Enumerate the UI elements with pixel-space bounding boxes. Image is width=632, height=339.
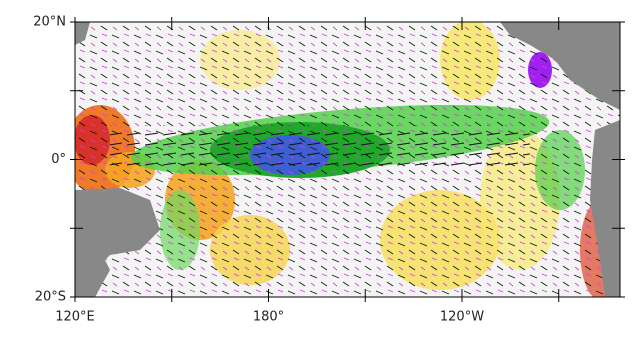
x-tick-label: 180°	[253, 310, 284, 325]
map-field	[75, 22, 620, 297]
axes: 120°E 180° 120°W 20°N 0° 20°S	[33, 15, 625, 325]
x-tick-label: 120°W	[440, 310, 484, 325]
y-tick-label: 20°S	[35, 290, 66, 305]
x-tick-label: 120°E	[55, 310, 95, 325]
y-tick-label: 0°	[51, 152, 66, 167]
y-tick-label: 20°N	[33, 15, 66, 30]
